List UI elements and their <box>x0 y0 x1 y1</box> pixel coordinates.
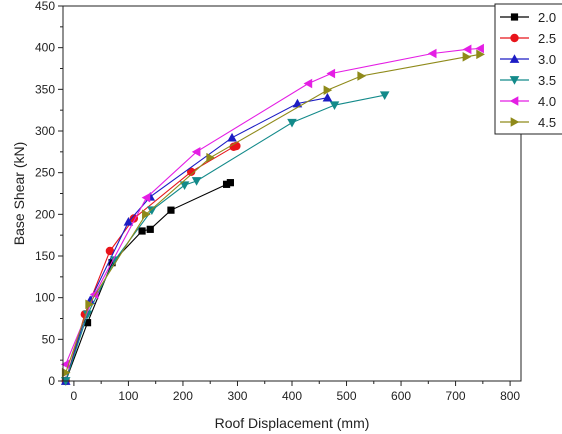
legend-item: 3.0 <box>500 52 556 67</box>
x-tick-label: 100 <box>118 389 138 403</box>
data-point <box>357 71 367 81</box>
series-line <box>65 182 231 382</box>
legend-label: 4.0 <box>538 94 556 109</box>
legend-marker <box>510 13 519 21</box>
legend-label: 2.0 <box>538 10 556 25</box>
series-line <box>65 97 328 382</box>
x-tick-label: 500 <box>337 389 357 403</box>
data-point <box>292 98 303 108</box>
y-tick-label: 200 <box>35 207 55 221</box>
legend-box <box>494 3 562 135</box>
data-point <box>322 92 333 102</box>
data-point <box>326 68 336 79</box>
legend-label: 3.5 <box>538 73 556 88</box>
y-tick-label: 150 <box>35 249 55 263</box>
series-2-0 <box>62 179 234 385</box>
legend-item: 2.5 <box>500 31 556 46</box>
legend-label: 4.5 <box>538 115 556 130</box>
y-tick-label: 400 <box>35 41 55 55</box>
data-point <box>142 209 151 220</box>
axes: 0 100 200 300 400 500 600 700 800 0 50 100 150 200 250… <box>35 0 522 403</box>
data-point <box>82 310 93 320</box>
y-tick-label: 50 <box>42 332 56 346</box>
data-point <box>206 152 216 163</box>
y-tick-label: 300 <box>35 124 55 138</box>
data-point <box>85 299 94 310</box>
y-axis-title: Base Shear (kN) <box>11 142 27 245</box>
data-point <box>105 246 115 256</box>
y-tick-label: 450 <box>35 0 55 13</box>
x-tick-label: 200 <box>173 389 193 403</box>
x-tick-label: 0 <box>71 389 78 403</box>
legend-marker <box>509 96 519 106</box>
data-point <box>222 180 231 188</box>
data-point <box>123 217 134 226</box>
legend-label: 2.5 <box>538 31 556 46</box>
data-point <box>323 85 333 95</box>
y-tick-label: 0 <box>48 374 55 388</box>
data-point <box>147 206 157 215</box>
y-tick-label: 100 <box>35 291 55 305</box>
series-line <box>65 53 481 373</box>
data-point <box>138 227 146 235</box>
x-tick-label: 300 <box>227 389 247 403</box>
series-4-0 <box>60 43 484 370</box>
legend-marker <box>510 33 519 43</box>
legend-item: 3.5 <box>500 73 556 88</box>
x-tick-label: 400 <box>282 389 302 403</box>
data-point <box>303 78 313 89</box>
data-point <box>109 256 120 265</box>
data-point <box>179 181 190 190</box>
legend-label: 3.0 <box>538 52 556 67</box>
data-point <box>89 289 99 300</box>
x-axis-title: Roof Displacement (mm) <box>215 415 370 431</box>
legend-item: 4.5 <box>500 115 556 130</box>
data-point <box>186 167 196 177</box>
data-point <box>379 91 390 100</box>
data-point <box>462 44 472 55</box>
legend: 2.0 2.5 3.0 3.5 4.0 4.5 <box>494 3 562 135</box>
legend-item: 2.0 <box>500 10 556 25</box>
x-tick-label: 600 <box>391 389 411 403</box>
data-point <box>61 367 71 378</box>
data-point <box>329 101 340 110</box>
plot-frame <box>62 5 522 382</box>
data-point <box>191 177 202 186</box>
plot-area <box>60 43 485 386</box>
data-point <box>141 192 151 203</box>
data-point <box>475 43 484 54</box>
data-point <box>227 132 237 142</box>
data-point <box>427 48 437 59</box>
x-tick-label: 700 <box>446 389 466 403</box>
data-point <box>287 118 297 128</box>
series-4-5 <box>61 49 485 378</box>
legend-marker <box>510 117 520 127</box>
data-point <box>191 147 201 157</box>
series-line <box>65 145 237 382</box>
data-point <box>83 319 92 327</box>
data-point <box>146 225 154 233</box>
series-2-5 <box>61 141 241 386</box>
y-tick-label: 250 <box>35 166 55 180</box>
data-point <box>167 206 175 214</box>
legend-marker <box>509 54 520 63</box>
data-point <box>462 52 472 62</box>
y-tick-label: 350 <box>35 82 55 96</box>
series-3-0 <box>60 92 333 385</box>
data-point <box>226 179 234 187</box>
legend-marker <box>509 76 520 85</box>
x-tick-label: 800 <box>500 389 520 403</box>
series-line <box>65 47 481 365</box>
series-3-5 <box>60 91 390 386</box>
series-line <box>65 94 385 382</box>
data-point <box>476 49 485 60</box>
legend-item: 4.0 <box>500 94 556 109</box>
